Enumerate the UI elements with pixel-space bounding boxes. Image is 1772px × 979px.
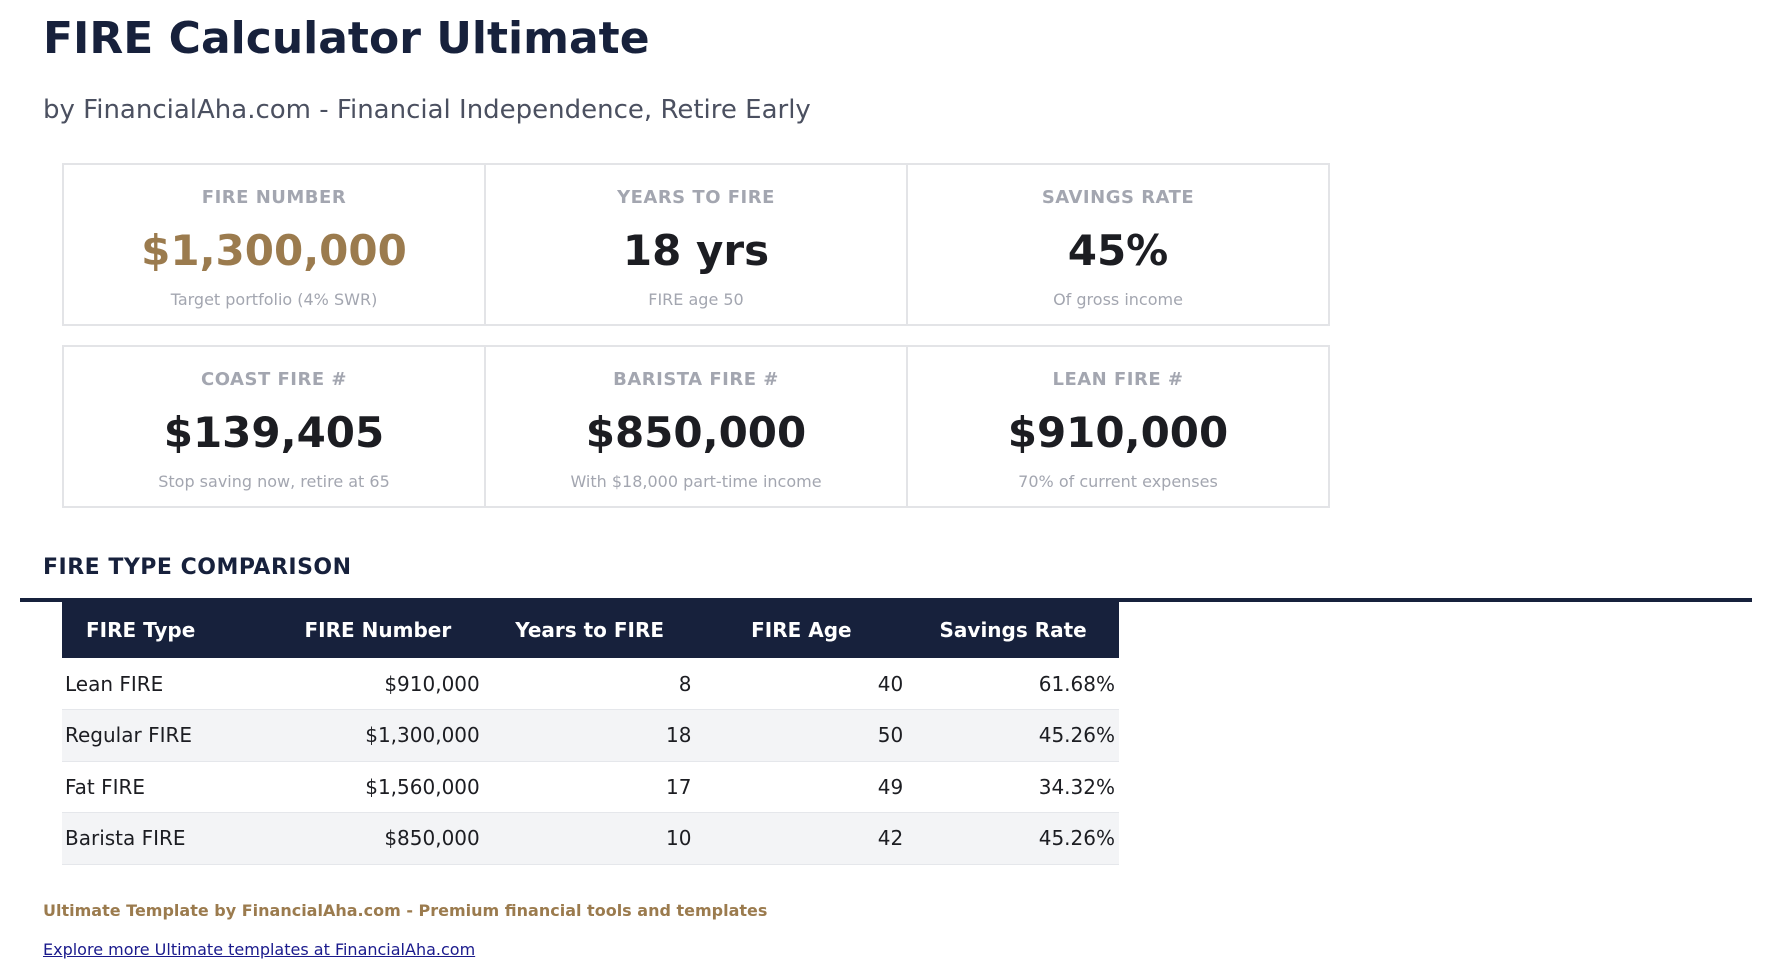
metric-card-fire-number: FIRE NUMBER $1,300,000 Target portfolio … [64, 165, 486, 324]
cell-fire-age: 50 [877, 723, 904, 748]
metric-value: $139,405 [163, 408, 385, 457]
metric-card-barista-fire: BARISTA FIRE # $850,000 With $18,000 par… [486, 347, 908, 506]
cell-savings-rate: 61.68% [1038, 671, 1115, 696]
metric-card-coast-fire: COAST FIRE # $139,405 Stop saving now, r… [64, 347, 486, 506]
metric-card-years-to-fire: YEARS TO FIRE 18 yrs FIRE age 50 [486, 165, 908, 324]
cell-fire-type: Fat FIRE [65, 774, 146, 799]
cell-fire-age: 40 [877, 671, 904, 696]
cell-fire-type: Lean FIRE [65, 671, 164, 696]
cell-fire-type: Regular FIRE [65, 723, 193, 748]
metric-label: LEAN FIRE # [1052, 369, 1184, 390]
cell-fire-number: $1,300,000 [365, 723, 480, 748]
cell-fire-number: $910,000 [384, 671, 480, 696]
metric-value: $850,000 [585, 408, 807, 457]
metric-value: 18 yrs [622, 226, 770, 275]
column-header-savings-rate: Savings Rate [939, 618, 1087, 642]
metric-card-lean-fire: LEAN FIRE # $910,000 70% of current expe… [908, 347, 1328, 506]
metric-sub: Of gross income [1053, 290, 1183, 309]
comparison-section-title: FIRE TYPE COMPARISON [43, 555, 352, 580]
metric-label: YEARS TO FIRE [617, 187, 775, 208]
page-title: FIRE Calculator Ultimate [43, 13, 650, 64]
cell-fire-number: $850,000 [384, 826, 480, 851]
table-row: Barista FIRE $850,000 10 42 45.26% [62, 812, 1119, 864]
cell-years-to-fire: 17 [666, 774, 692, 799]
table-row: Lean FIRE $910,000 8 40 61.68% [62, 658, 1119, 710]
metrics-row-secondary: COAST FIRE # $139,405 Stop saving now, r… [62, 345, 1330, 508]
metric-card-savings-rate: SAVINGS RATE 45% Of gross income [908, 165, 1328, 324]
metric-sub: FIRE age 50 [648, 290, 744, 309]
explore-templates-link[interactable]: Explore more Ultimate templates at Finan… [43, 940, 476, 959]
metrics-row-primary: FIRE NUMBER $1,300,000 Target portfolio … [62, 163, 1330, 326]
metric-label: COAST FIRE # [201, 369, 347, 390]
column-header-fire-number: FIRE Number [304, 618, 452, 642]
section-divider [20, 598, 1752, 602]
cell-fire-type: Barista FIRE [65, 826, 186, 851]
column-header-years-to-fire: Years to FIRE [515, 618, 665, 642]
metric-value: $1,300,000 [141, 226, 407, 275]
metric-value: $910,000 [1007, 408, 1229, 457]
page-subtitle: by FinancialAha.com - Financial Independ… [43, 95, 811, 125]
cell-years-to-fire: 18 [666, 723, 692, 748]
cell-fire-age: 49 [877, 774, 904, 799]
cell-savings-rate: 45.26% [1038, 826, 1115, 851]
column-header-fire-type: FIRE Type [86, 618, 196, 642]
cell-savings-rate: 34.32% [1038, 774, 1115, 799]
fire-comparison-table: FIRE Type FIRE Number Years to FIRE FIRE… [62, 598, 1119, 865]
cell-savings-rate: 45.26% [1038, 723, 1115, 748]
table-row: Regular FIRE $1,300,000 18 50 45.26% [62, 709, 1119, 761]
cell-fire-number: $1,560,000 [365, 774, 480, 799]
cell-years-to-fire: 8 [678, 671, 692, 696]
column-header-fire-age: FIRE Age [751, 618, 852, 642]
metric-value: 45% [1067, 226, 1169, 275]
metric-label: SAVINGS RATE [1041, 187, 1195, 208]
metric-sub: 70% of current expenses [1018, 472, 1218, 491]
metric-label: BARISTA FIRE # [613, 369, 779, 390]
cell-years-to-fire: 10 [666, 826, 692, 851]
metric-sub: Target portfolio (4% SWR) [170, 290, 378, 309]
metric-sub: Stop saving now, retire at 65 [158, 472, 390, 491]
table-row: Fat FIRE $1,560,000 17 49 34.32% [62, 761, 1119, 813]
table-header-row: FIRE Type FIRE Number Years to FIRE FIRE… [62, 598, 1119, 658]
metric-sub: With $18,000 part-time income [570, 472, 822, 491]
footer-note: Ultimate Template by FinancialAha.com - … [43, 901, 768, 920]
metric-label: FIRE NUMBER [201, 187, 347, 208]
cell-fire-age: 42 [877, 826, 904, 851]
